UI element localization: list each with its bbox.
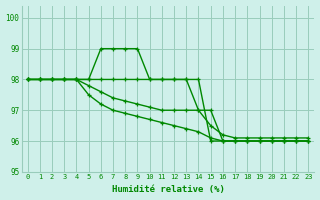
X-axis label: Humidité relative (%): Humidité relative (%) [112,185,224,194]
